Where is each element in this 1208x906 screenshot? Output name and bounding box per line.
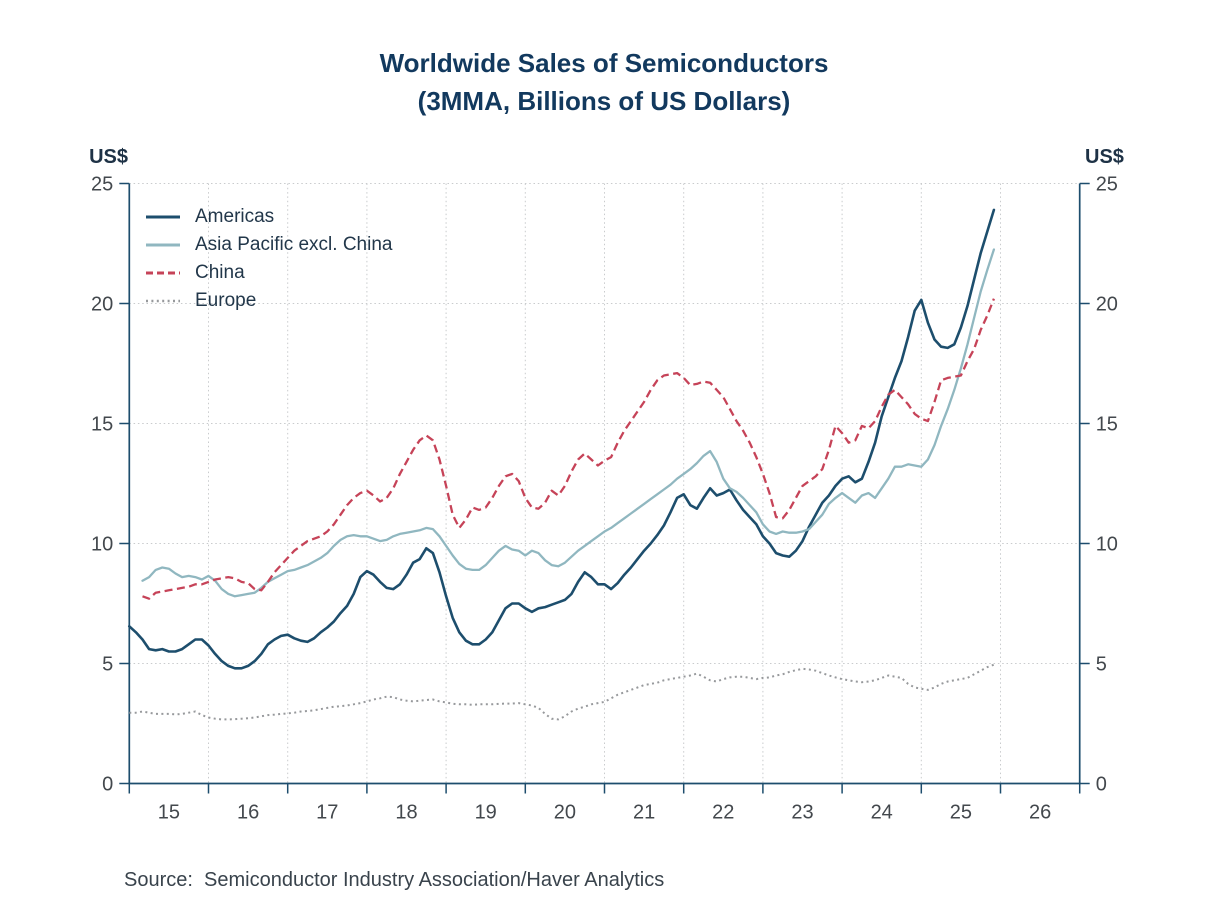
y-axis-label-left: 25 xyxy=(91,174,113,196)
y-axis-label-right: 25 xyxy=(1096,174,1118,196)
x-axis-label: 20 xyxy=(554,802,576,824)
legend-item-americas: Americas xyxy=(146,203,392,231)
x-axis-label: 15 xyxy=(158,802,180,824)
y-axis-label-right: 10 xyxy=(1096,534,1118,556)
series-asia-pacific-excl-china xyxy=(141,248,996,598)
right-axis-unit-label: US$ xyxy=(1085,146,1124,168)
tick-marks xyxy=(119,182,1090,794)
x-axis-label: 24 xyxy=(871,802,893,824)
y-axis-label-right: 15 xyxy=(1096,414,1118,436)
y-axis-label-right: 20 xyxy=(1096,294,1118,316)
x-axis-label: 21 xyxy=(633,802,655,824)
y-axis-label-left: 10 xyxy=(91,534,113,556)
y-axis-label-left: 5 xyxy=(102,654,113,676)
legend-label: China xyxy=(195,262,245,283)
series-china xyxy=(142,298,995,600)
legend-label: Americas xyxy=(195,206,275,227)
series-europe xyxy=(129,663,995,721)
legend-item-asia-pacific: Asia Pacific excl. China xyxy=(146,231,392,259)
x-axis-label: 18 xyxy=(395,802,417,824)
x-axis-label: 23 xyxy=(791,802,813,824)
source-note: Source: Semiconductor Industry Associati… xyxy=(124,869,665,891)
legend-label: Europe xyxy=(195,290,257,311)
x-axis-label: 16 xyxy=(237,802,259,824)
chart-title: Worldwide Sales of Semiconductors (3MMA,… xyxy=(0,44,1208,120)
x-axis-label: 17 xyxy=(316,802,338,824)
gridlines xyxy=(129,183,1080,784)
china-line-swatch-icon xyxy=(146,271,180,275)
legend: Americas Asia Pacific excl. China China … xyxy=(146,203,392,315)
y-axis-label-left: 0 xyxy=(102,774,113,796)
y-axis-label-left: 20 xyxy=(91,294,113,316)
chart-title-line2: (3MMA, Billions of US Dollars) xyxy=(417,86,791,116)
y-axis-label-left: 15 xyxy=(91,414,113,436)
x-axis-label: 22 xyxy=(712,802,734,824)
legend-item-china: China xyxy=(146,259,392,287)
y-axis-label-right: 0 xyxy=(1096,774,1107,796)
legend-item-europe: Europe xyxy=(146,287,392,315)
x-axis-label: 26 xyxy=(1029,802,1051,824)
x-axis-label: 19 xyxy=(475,802,497,824)
series-americas xyxy=(128,208,996,670)
legend-label: Asia Pacific excl. China xyxy=(195,234,393,255)
americas-line-swatch-icon xyxy=(146,215,180,219)
tick-labels: 0 0 5 5 10 10 15 15 20 20 25 25 15 16 17 18 19 20 21 22 23 24… xyxy=(91,174,1118,824)
y-axis-label-right: 5 xyxy=(1096,654,1107,676)
x-axis-label: 25 xyxy=(950,802,972,824)
left-axis-unit-label: US$ xyxy=(89,146,128,168)
europe-line-swatch-icon xyxy=(146,299,180,303)
asia-pacific-line-swatch-icon xyxy=(146,243,180,247)
chart-title-line1: Worldwide Sales of Semiconductors xyxy=(379,48,829,78)
